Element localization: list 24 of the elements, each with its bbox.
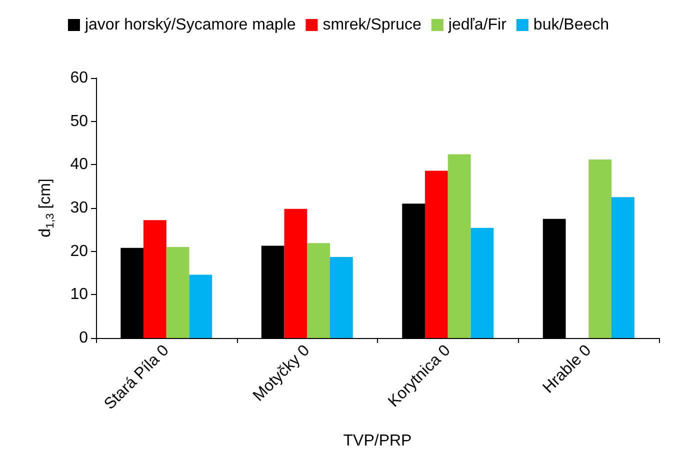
legend-label: jedľa/Fir (447, 16, 508, 34)
legend-label: javor horský/Sycamore maple (84, 16, 296, 34)
bar (144, 220, 166, 338)
bar (611, 197, 634, 338)
x-axis-title: TVP/PRP (343, 432, 412, 450)
bar (166, 247, 190, 338)
bar (189, 274, 212, 338)
legend-label: buk/Beech (533, 16, 610, 34)
y-tick-label: 20 (70, 242, 88, 260)
y-tick-label: 10 (70, 286, 88, 304)
y-tick-label: 30 (70, 200, 88, 216)
y-tick-label: 0 (79, 330, 88, 346)
y-axis-title: d1,3 [cm] (37, 178, 56, 238)
y-tick-label: 50 (70, 112, 88, 130)
bar (284, 208, 308, 338)
bar (425, 170, 448, 338)
y-tick-label: 60 (70, 70, 88, 86)
bar (448, 154, 471, 338)
y-tick-label: 40 (70, 156, 88, 174)
bar (330, 256, 353, 338)
legend-label: smrek/Spruce (322, 16, 422, 34)
bar (307, 243, 330, 338)
bar (588, 159, 612, 338)
bar (470, 228, 494, 338)
